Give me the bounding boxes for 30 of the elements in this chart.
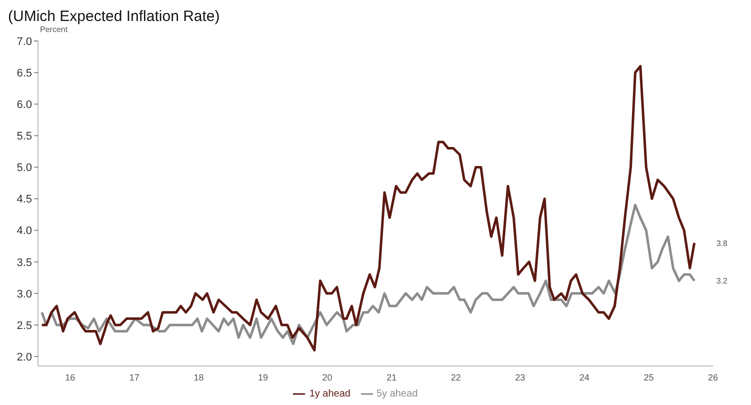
legend-label: 1y ahead <box>309 388 350 400</box>
y-tick-label: 5.0 <box>16 162 32 174</box>
chart-subtitle: (UMich Expected Inflation Rate) <box>8 8 221 25</box>
x-tick-label: 19 <box>258 372 268 382</box>
y-tick-label: 6.0 <box>16 99 32 112</box>
annotation: 3.2 <box>716 276 728 286</box>
x-tick-label: 24 <box>579 372 590 382</box>
y-tick-label: 2.0 <box>16 351 32 364</box>
y-tick-label: 3.0 <box>16 288 32 300</box>
y-tick-label: 2.5 <box>16 320 32 332</box>
y-tick-label: 5.5 <box>16 130 32 143</box>
y-tick-label: 6.5 <box>16 67 32 80</box>
annotation: 3.8 <box>716 238 728 248</box>
x-tick-label: 20 <box>322 372 332 382</box>
y-axis-title: Percent <box>40 25 69 35</box>
line-series <box>40 64 696 352</box>
legend-label: 5y ahead <box>376 388 418 400</box>
x-tick-label: 22 <box>450 372 461 382</box>
y-tick-label: 4.5 <box>16 194 32 206</box>
x-tick-label: 21 <box>386 372 397 382</box>
y-tick-label: 3.5 <box>16 256 32 269</box>
x-tick-label: 25 <box>644 372 654 382</box>
x-tick-label: 16 <box>65 372 76 382</box>
x-tick-label: 23 <box>515 372 526 382</box>
y-tick-label: 4.0 <box>16 225 32 238</box>
x-tick-label: 18 <box>194 372 204 382</box>
line-series <box>40 204 696 346</box>
x-tick-label: 17 <box>129 372 140 382</box>
x-tick-label: 26 <box>708 372 718 382</box>
y-tick-label: 7.0 <box>16 36 32 48</box>
